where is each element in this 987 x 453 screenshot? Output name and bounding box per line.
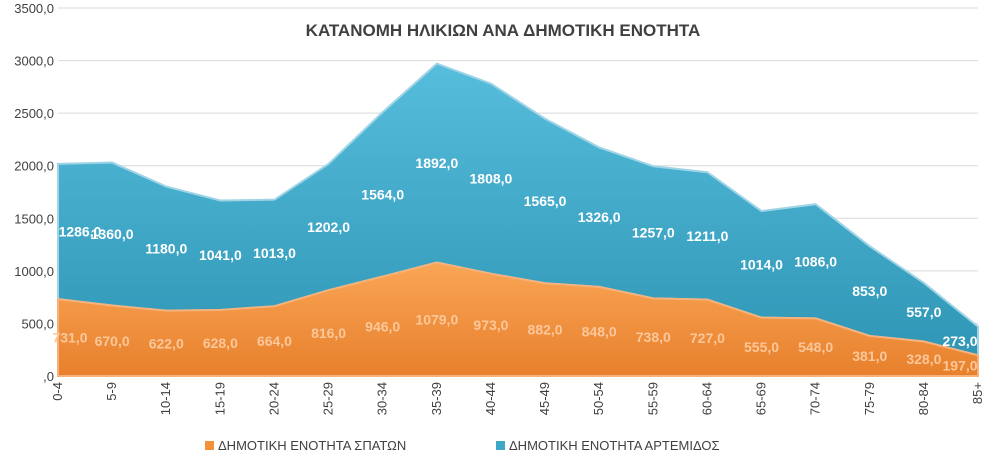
data-label: 731,0: [52, 330, 87, 346]
x-tick-label: 10-14: [158, 382, 173, 415]
y-tick-label: 3000,0: [14, 54, 54, 69]
y-axis: ,0 500,0 1000,0 1500,0 2000,0 2500,0 3000,0 350…: [14, 1, 54, 384]
legend-label: ΔΗΜΟΤΙΚΗ ΕΝΟΤΗΤΑ ΑΡΤΕΜΙΔΟΣ: [509, 438, 720, 453]
x-tick-label: 85+: [970, 382, 985, 404]
data-label: 197,0: [942, 358, 977, 374]
x-tick-label: 65-69: [754, 382, 769, 415]
data-label: 1326,0: [578, 209, 621, 225]
y-tick-label: 1500,0: [14, 211, 54, 226]
data-label: 816,0: [311, 325, 346, 341]
x-tick-label: 60-64: [699, 382, 714, 415]
x-tick-label: 15-19: [212, 382, 227, 415]
data-label: 946,0: [365, 318, 400, 334]
x-tick-label: 70-74: [808, 382, 823, 415]
data-label: 1564,0: [361, 186, 404, 202]
data-label: 1041,0: [199, 247, 242, 263]
x-tick-label: 25-29: [321, 382, 336, 415]
data-label: 1202,0: [307, 219, 350, 235]
data-label: 1360,0: [91, 226, 134, 242]
data-label: 973,0: [473, 317, 508, 333]
data-label: 381,0: [852, 348, 887, 364]
x-tick-label: 80-84: [916, 382, 931, 415]
data-label: 273,0: [942, 333, 977, 349]
y-tick-label: 3500,0: [14, 1, 54, 16]
data-label: 328,0: [906, 351, 941, 367]
data-label: 670,0: [95, 333, 130, 349]
y-tick-label: 2500,0: [14, 106, 54, 121]
y-tick-label: 2000,0: [14, 159, 54, 174]
x-tick-label: 35-39: [429, 382, 444, 415]
data-label: 1014,0: [740, 256, 783, 272]
data-label: 1257,0: [632, 224, 675, 240]
x-axis: 0-4 5-9 10-14 15-19 20-24 25-29 30-34 35-39 40-4…: [50, 382, 985, 415]
data-label: 664,0: [257, 333, 292, 349]
data-label: 555,0: [744, 339, 779, 355]
chart-title: ΚΑΤΑΝΟΜΗ ΗΛΙΚΙΩΝ ΑΝΑ ΔΗΜΟΤΙΚΗ ΕΝΟΤΗΤΑ: [306, 21, 701, 40]
data-label: 548,0: [798, 339, 833, 355]
data-label: 1892,0: [415, 155, 458, 171]
x-tick-label: 55-59: [645, 382, 660, 415]
data-label: 738,0: [636, 329, 671, 345]
y-tick-label: 500,0: [21, 316, 54, 331]
x-tick-label: 5-9: [104, 382, 119, 401]
legend-swatch: [496, 441, 505, 450]
data-label: 853,0: [852, 283, 887, 299]
area-series-spaton: [57, 261, 979, 377]
data-label: 1086,0: [794, 253, 837, 269]
y-tick-label: 1000,0: [14, 264, 54, 279]
x-tick-label: 0-4: [50, 382, 65, 401]
x-tick-label: 50-54: [591, 382, 606, 415]
data-label: 1808,0: [470, 171, 513, 187]
y-tick-label: ,0: [43, 369, 54, 384]
x-tick-label: 30-34: [375, 382, 390, 415]
data-label: 557,0: [906, 304, 941, 320]
legend: ΔΗΜΟΤΙΚΗ ΕΝΟΤΗΤΑ ΣΠΑΤΩΝ ΔΗΜΟΤΙΚΗ ΕΝΟΤΗΤΑ …: [205, 438, 720, 453]
area-series: [57, 62, 979, 377]
data-label: 628,0: [203, 335, 238, 351]
data-label: 1013,0: [253, 245, 296, 261]
data-label: 1565,0: [524, 193, 567, 209]
data-label: 727,0: [690, 330, 725, 346]
data-label: 882,0: [528, 322, 563, 338]
x-tick-label: 45-49: [537, 382, 552, 415]
data-labels: 731,0 670,0 622,0 628,0 664,0 816,0 946,0 1079,…: [52, 155, 977, 374]
data-label: 622,0: [149, 335, 184, 351]
data-label: 1079,0: [415, 311, 458, 327]
data-label: 1286,0: [59, 224, 102, 240]
x-tick-label: 20-24: [266, 382, 281, 415]
legend-swatch: [205, 441, 214, 450]
data-label: 1211,0: [686, 228, 728, 244]
data-label: 1180,0: [145, 241, 187, 257]
legend-label: ΔΗΜΟΤΙΚΗ ΕΝΟΤΗΤΑ ΣΠΑΤΩΝ: [218, 438, 406, 453]
x-tick-label: 40-44: [483, 382, 498, 415]
x-tick-label: 75-79: [862, 382, 877, 415]
data-label: 848,0: [582, 323, 617, 339]
